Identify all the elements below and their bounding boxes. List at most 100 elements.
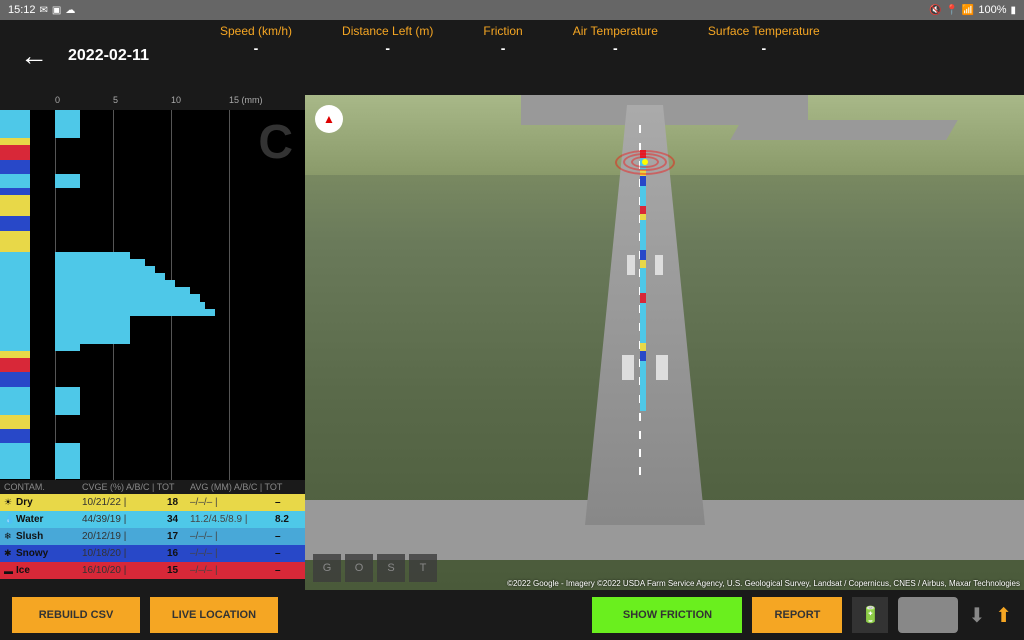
runway-segment	[640, 260, 646, 268]
bar-row	[0, 245, 305, 252]
legend-row[interactable]: ❄Slush20/12/19 |17–/–/– |–	[0, 528, 305, 545]
data-bar	[55, 259, 145, 266]
bar-row	[0, 472, 305, 479]
bar-row	[0, 387, 305, 394]
battery-text: 100%	[978, 4, 1006, 16]
color-segment	[0, 131, 30, 138]
bar-row	[0, 160, 305, 167]
bar-row	[0, 110, 305, 117]
map-layer-button[interactable]: O	[345, 554, 373, 582]
color-segment	[0, 365, 30, 372]
battery-icon: ▮	[1010, 5, 1016, 16]
color-segment	[0, 209, 30, 216]
data-bar	[55, 323, 130, 330]
metric: Friction-	[483, 24, 522, 56]
color-segment	[0, 401, 30, 408]
color-segment	[0, 153, 30, 160]
color-segment	[0, 138, 30, 145]
runway-segment	[640, 361, 646, 411]
data-bar	[55, 309, 215, 316]
color-segment	[0, 117, 30, 124]
color-segment	[0, 436, 30, 443]
bar-row	[0, 238, 305, 245]
legend-avg: –/–/– |	[190, 565, 275, 576]
bar-row	[0, 216, 305, 223]
status-bar: 15:12 ✉ ▣ ☁ 🔇 📍 📶 100% ▮	[0, 0, 1024, 20]
legend-tot1: 17	[167, 531, 190, 542]
data-bar	[55, 465, 80, 472]
color-segment	[0, 443, 30, 450]
runway-segment	[640, 186, 646, 206]
legend-icon: ✱	[4, 548, 16, 559]
data-bar	[55, 273, 165, 280]
arrow-up-icon[interactable]: ⬆	[995, 603, 1012, 628]
ruler-tick: 15 (mm)	[229, 95, 287, 110]
color-segment	[0, 472, 30, 479]
color-segment	[0, 458, 30, 465]
bar-row	[0, 422, 305, 429]
color-segment	[0, 280, 30, 287]
color-segment	[0, 188, 30, 195]
beacon	[615, 150, 675, 180]
data-bar	[55, 302, 205, 309]
map-panel[interactable]: ▲ GOST ©2022 Google - Imagery ©2022 USDA…	[305, 95, 1024, 590]
data-bar	[55, 124, 80, 131]
bar-row	[0, 124, 305, 131]
color-segment	[0, 351, 30, 358]
image-icon: ▣	[52, 5, 61, 16]
taxiway	[731, 120, 958, 140]
chart-ruler: 051015 (mm)	[0, 95, 305, 110]
status-time: 15:12	[8, 4, 36, 16]
color-segment	[0, 124, 30, 131]
runway-segment	[640, 303, 646, 343]
legend-tot2: –	[275, 548, 300, 559]
bar-row	[0, 167, 305, 174]
location-icon: 📍	[945, 5, 957, 16]
runway-segment	[640, 351, 646, 361]
back-arrow-icon[interactable]: ←	[20, 40, 48, 72]
mail-icon: ✉	[40, 5, 48, 16]
bar-row	[0, 138, 305, 145]
legend-row[interactable]: ☀Dry10/21/22 |18–/–/– |–	[0, 494, 305, 511]
legend-avg: –/–/– |	[190, 531, 275, 542]
legend-row[interactable]: ✱Snowy10/18/20 |16–/–/– |–	[0, 545, 305, 562]
ruler-tick: 10	[171, 95, 229, 110]
color-segment	[0, 465, 30, 472]
main-content: 051015 (mm) C CONTAM. CVGE (%) A/B/C | T…	[0, 95, 1024, 590]
bar-row	[0, 372, 305, 379]
color-segment	[0, 387, 30, 394]
bar-row	[0, 316, 305, 323]
bar-row	[0, 287, 305, 294]
bottom-toolbar: REBUILD CSV LIVE LOCATION SHOW FRICTION …	[0, 590, 1024, 640]
legend-tot2: –	[275, 497, 300, 508]
compass[interactable]: ▲	[315, 105, 343, 133]
gray-indicator[interactable]	[898, 597, 958, 633]
battery-status-icon: 🔋	[852, 597, 888, 633]
color-segment	[0, 259, 30, 266]
show-friction-button[interactable]: SHOW FRICTION	[592, 597, 742, 633]
color-segment	[0, 344, 30, 351]
rebuild-csv-button[interactable]: REBUILD CSV	[12, 597, 140, 633]
map-layer-button[interactable]: S	[377, 554, 405, 582]
runway-data-line	[640, 150, 646, 411]
metric: Speed (km/h)-	[220, 24, 292, 56]
metric-value: -	[761, 40, 766, 56]
legend-row[interactable]: ▬Ice16/10/20 |15–/–/– |–	[0, 562, 305, 579]
live-location-button[interactable]: LIVE LOCATION	[150, 597, 278, 633]
map-layer-button[interactable]: T	[409, 554, 437, 582]
compass-arrow-icon: ▲	[323, 112, 335, 126]
legend-cvge: 10/18/20 |	[82, 548, 167, 559]
legend-row[interactable]: 💧Water44/39/19 |3411.2/4.5/8.9 |8.2	[0, 511, 305, 528]
color-segment	[0, 216, 30, 223]
bar-row	[0, 209, 305, 216]
color-segment	[0, 415, 30, 422]
report-button[interactable]: REPORT	[752, 597, 842, 633]
bar-row	[0, 323, 305, 330]
data-bar	[55, 174, 80, 181]
map-layer-button[interactable]: G	[313, 554, 341, 582]
arrow-down-icon[interactable]: ⬇	[968, 603, 985, 628]
runway-marking	[655, 255, 663, 275]
color-segment	[0, 273, 30, 280]
color-segment	[0, 451, 30, 458]
bar-row	[0, 337, 305, 344]
